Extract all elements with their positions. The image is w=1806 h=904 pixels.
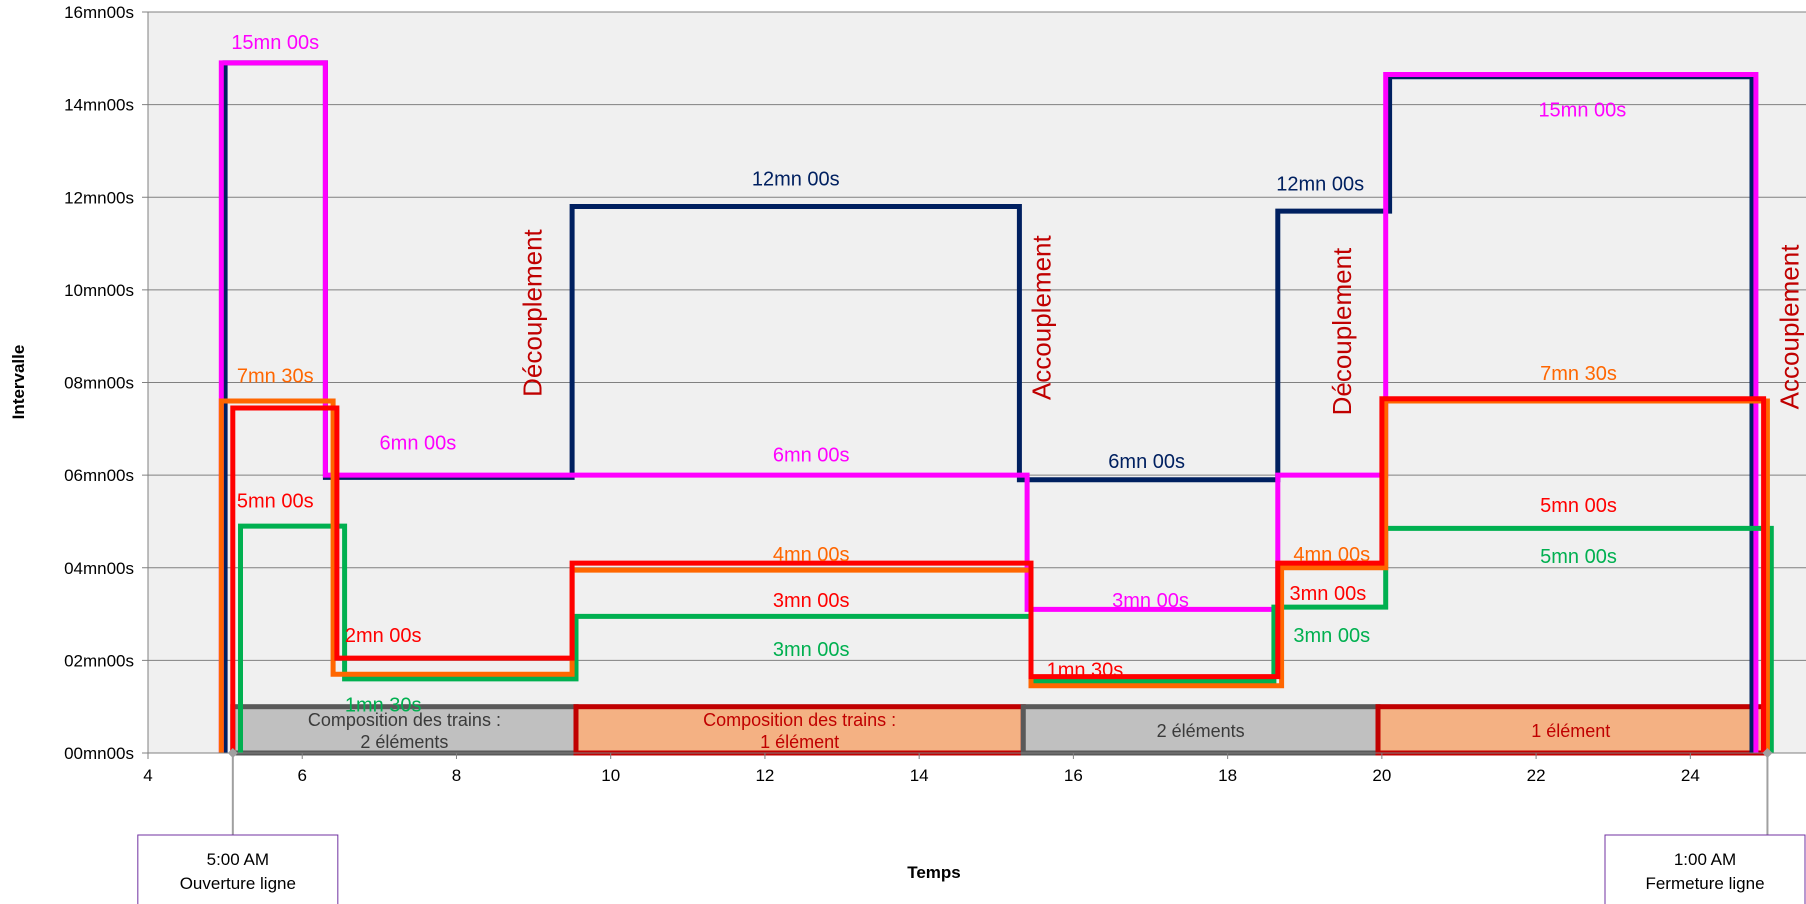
x-tick-label: 8 (452, 766, 461, 785)
event-label: Accouplement (1774, 244, 1804, 410)
y-tick-label: 04mn00s (64, 559, 134, 578)
x-tick-label: 24 (1681, 766, 1700, 785)
callout-box (137, 834, 339, 904)
event-labels: Découplement Accouplement Découplement Acco… (517, 228, 1804, 415)
composition-band-label: Composition des trains : (308, 710, 501, 730)
series-line-4 (230, 396, 1767, 753)
x-tick-label: 12 (755, 766, 774, 785)
data-label: 1mn 30s (1047, 660, 1124, 682)
composition-band (230, 704, 579, 756)
composition-band (1375, 704, 1767, 756)
callout-marker (227, 748, 238, 758)
y-tick-label: 14mn00s (64, 96, 134, 115)
data-label: 5mn 00s (1540, 546, 1617, 568)
axes: 00mn00s 02mn00s 04mn00s 06mn00s 08mn00s 10mn0… (64, 3, 1806, 785)
data-label: 3mn 00s (773, 590, 850, 612)
data-label: 1mn 30s (345, 694, 422, 716)
data-label: 7mn 30s (237, 366, 314, 388)
x-tick-label: 4 (143, 766, 152, 785)
x-tick-label: 16 (1064, 766, 1083, 785)
data-label: 7mn 30s (1540, 363, 1617, 385)
x-tick-label: 22 (1527, 766, 1546, 785)
event-label: Découplement (1327, 247, 1357, 415)
y-tick-label: 06mn00s (64, 466, 134, 485)
composition-band-label: 2 éléments (1157, 721, 1245, 741)
event-label: Découplement (517, 228, 547, 396)
series-lines (218, 60, 1774, 753)
data-label: 3mn 00s (1290, 583, 1367, 605)
callout-label: Fermeture ligne (1645, 874, 1764, 893)
composition-band-label: 2 éléments (360, 732, 448, 752)
data-label: 12mn 00s (752, 169, 840, 191)
data-label: 4mn 00s (1293, 544, 1370, 566)
callouts: 5:00 AM Ouverture ligne 1:00 AM Fermeture l… (137, 748, 1806, 904)
data-label: 5mn 00s (237, 491, 314, 513)
callout-label: 5:00 AM (207, 850, 269, 869)
data-label: 5mn 00s (1540, 495, 1617, 517)
y-tick-label: 08mn00s (64, 374, 134, 393)
series-line-1 (218, 60, 1759, 753)
y-tick-label: 12mn00s (64, 188, 134, 207)
composition-band-label: Composition des trains : (703, 710, 896, 730)
x-tick-label: 10 (601, 766, 620, 785)
data-label: 15mn 00s (231, 32, 319, 54)
y-tick-label: 10mn00s (64, 281, 134, 300)
x-tick-label: 6 (297, 766, 306, 785)
callout-label: 1:00 AM (1674, 850, 1736, 869)
y-tick-label: 02mn00s (64, 651, 134, 670)
y-tick-label: 16mn00s (64, 3, 134, 22)
composition-band-label: 1 élément (1531, 721, 1610, 741)
data-labels: 15mn 00s 15mn 00s 12mn 00s 12mn 00s 7mn 30s 7… (231, 32, 1626, 716)
data-label: 3mn 00s (773, 639, 850, 661)
data-label: 3mn 00s (1293, 625, 1370, 647)
data-label: 15mn 00s (1538, 99, 1626, 121)
x-tick-label: 20 (1372, 766, 1391, 785)
x-tick-label: 14 (910, 766, 929, 785)
data-label: 3mn 00s (1112, 590, 1189, 612)
callout-box (1604, 834, 1806, 904)
composition-bands: Composition des trains :2 élémentsCompos… (230, 704, 1767, 756)
callout-marker (1762, 748, 1773, 758)
x-tick-label: 18 (1218, 766, 1237, 785)
data-label: 6mn 00s (773, 444, 850, 466)
event-label: Accouplement (1026, 235, 1056, 401)
data-label: 4mn 00s (773, 544, 850, 566)
y-axis-title: Intervalle (9, 345, 28, 420)
data-label: 12mn 00s (1276, 173, 1364, 195)
data-label: 2mn 00s (345, 625, 422, 647)
data-label: 6mn 00s (380, 433, 457, 455)
y-tick-label: 00mn00s (64, 744, 134, 763)
x-axis-title: Temps (907, 863, 961, 882)
composition-band-label: 1 élément (760, 732, 839, 752)
callout-label: Ouverture ligne (180, 874, 296, 893)
data-label: 6mn 00s (1108, 451, 1185, 473)
